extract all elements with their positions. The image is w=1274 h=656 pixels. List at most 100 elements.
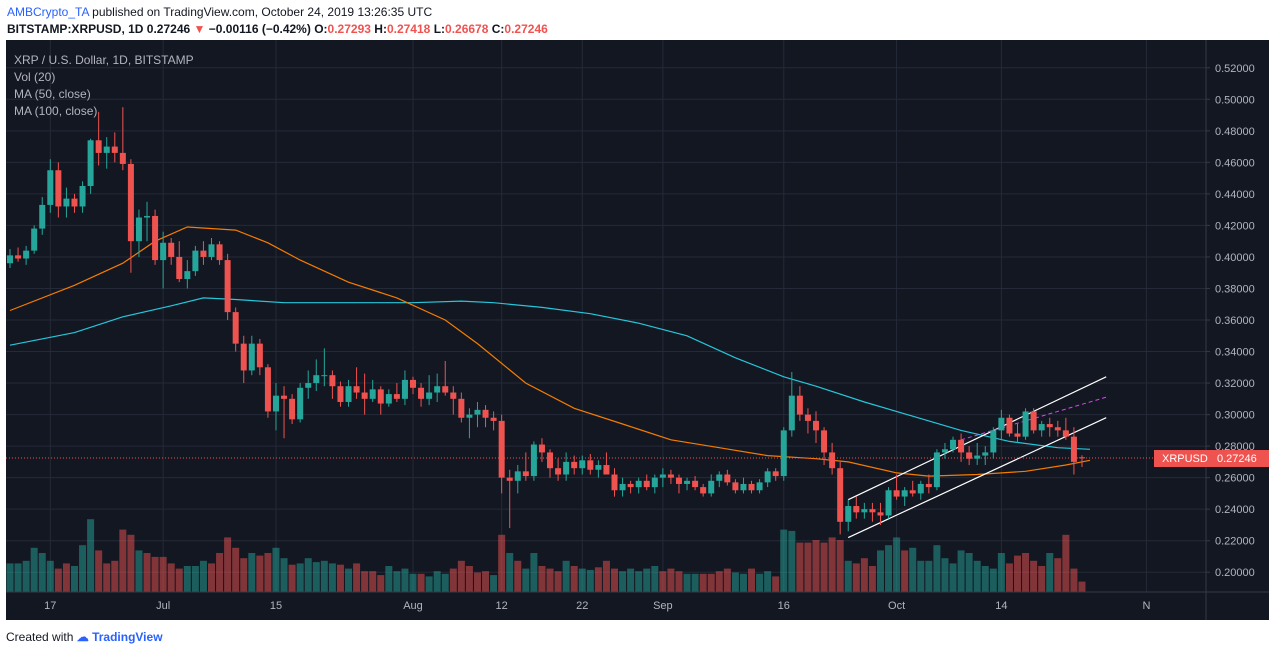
candle-body — [1014, 433, 1021, 437]
candle-body — [748, 483, 755, 491]
volume-bar — [143, 553, 151, 592]
candle-body — [200, 250, 207, 257]
author-link[interactable]: AMBCrypto_TA — [7, 5, 89, 19]
candle-body — [442, 386, 449, 393]
volume-bar — [199, 560, 207, 592]
volume-bar — [707, 573, 715, 592]
volume-bar — [522, 568, 530, 592]
price-tag-symbol: XRPUSD — [1162, 453, 1208, 465]
tradingview-link[interactable]: TradingView — [92, 630, 163, 644]
candle-body — [87, 140, 94, 186]
y-tick-label: 0.22000 — [1215, 536, 1255, 548]
volume-bar — [482, 571, 490, 592]
volume-bar — [417, 573, 425, 592]
low-label: L: — [433, 22, 446, 36]
volume-bar — [538, 566, 546, 592]
volume-bar — [79, 545, 87, 592]
volume-bar — [377, 575, 385, 592]
price-label-tag: XRPUSD 0.27246 — [1154, 450, 1269, 468]
candle-body — [732, 482, 739, 491]
candle-body — [434, 386, 441, 393]
candle-body — [611, 474, 618, 491]
volume-bar — [675, 571, 683, 592]
candle-body — [764, 471, 771, 483]
volume-bar — [820, 542, 828, 592]
candle-body — [369, 389, 376, 399]
volume-bar — [288, 564, 296, 592]
candle-body — [853, 506, 860, 513]
volume-bar — [772, 576, 780, 592]
volume-bar — [232, 547, 240, 592]
tradingview-logo-icon[interactable]: ☁ — [76, 630, 89, 644]
legend: XRP / U.S. Dollar, 1D, BITSTAMP Vol (20)… — [14, 53, 194, 118]
candle-body — [23, 250, 30, 259]
candle-body — [530, 444, 537, 477]
volume-bar — [490, 575, 498, 592]
candle-body — [208, 244, 215, 257]
channel-lower-line — [847, 417, 1107, 539]
volume-bar — [1062, 534, 1070, 592]
axis-layer: 0.52000 0.50000 0.48000 0.46000 0.44000 0.420… — [6, 40, 1269, 620]
price-chart[interactable]: 0.52000 0.50000 0.48000 0.46000 0.44000 0.420… — [6, 40, 1269, 620]
candle-body — [708, 480, 715, 494]
volume-bar — [627, 568, 635, 592]
x-tick-label: 12 — [496, 600, 508, 612]
volume-bar — [844, 560, 852, 592]
candle-body — [659, 474, 666, 478]
volume-bar — [119, 529, 127, 592]
x-tick-label: 22 — [576, 600, 588, 612]
candle-body — [901, 490, 908, 497]
candle-body — [845, 506, 852, 522]
volume-bar — [868, 566, 876, 592]
x-tick-label: Jul — [156, 600, 170, 612]
chart-area[interactable]: 0.52000 0.50000 0.48000 0.46000 0.44000 0.420… — [6, 40, 1269, 620]
candle-body — [160, 242, 167, 261]
volume-bar — [562, 560, 570, 592]
candle-body — [1022, 411, 1029, 437]
candle-body — [740, 483, 747, 491]
candle-body — [804, 414, 811, 421]
candle-body — [925, 483, 932, 488]
volume-bar — [1014, 555, 1021, 592]
candle-body — [71, 198, 78, 207]
candle-body — [619, 483, 626, 491]
volume-bar — [240, 558, 248, 592]
candle-body — [135, 217, 142, 242]
volume-bar — [989, 568, 997, 592]
candle-body — [482, 409, 489, 418]
y-tick-label: 0.44000 — [1215, 189, 1255, 201]
candle-body — [684, 480, 691, 484]
candle-body — [1062, 430, 1069, 437]
volume-bar — [578, 568, 586, 592]
volume-bar — [893, 537, 901, 592]
y-tick-label: 0.42000 — [1215, 220, 1255, 232]
candle-body — [1046, 424, 1053, 428]
y-tick-label: 0.40000 — [1215, 252, 1255, 264]
candle-body — [837, 468, 844, 522]
x-tick-label: 16 — [778, 600, 790, 612]
volume-bar — [1030, 560, 1038, 592]
candle-body — [192, 250, 199, 272]
candle-body — [232, 312, 239, 344]
volume-bar — [30, 547, 38, 592]
volume-bar — [739, 573, 747, 592]
candle-body — [289, 398, 296, 420]
candle-body — [724, 474, 731, 483]
open-label: O: — [314, 22, 328, 36]
volume-bar — [457, 560, 465, 592]
volume-bar — [151, 556, 159, 592]
candle-body — [498, 420, 505, 478]
volume-bar — [933, 545, 941, 592]
candle-body — [361, 392, 368, 399]
y-tick-label: 0.20000 — [1215, 567, 1255, 579]
volume-bar — [901, 550, 909, 592]
volume-bar — [723, 568, 731, 592]
y-tick-label: 0.24000 — [1215, 504, 1255, 516]
down-arrow-icon: ▼ — [193, 22, 206, 36]
ma100-line — [9, 297, 1091, 450]
price-axis-background — [1206, 40, 1269, 620]
candle-body — [990, 430, 997, 453]
candle-body — [305, 383, 312, 388]
candle-body — [829, 452, 836, 469]
candle-body — [1078, 457, 1085, 459]
